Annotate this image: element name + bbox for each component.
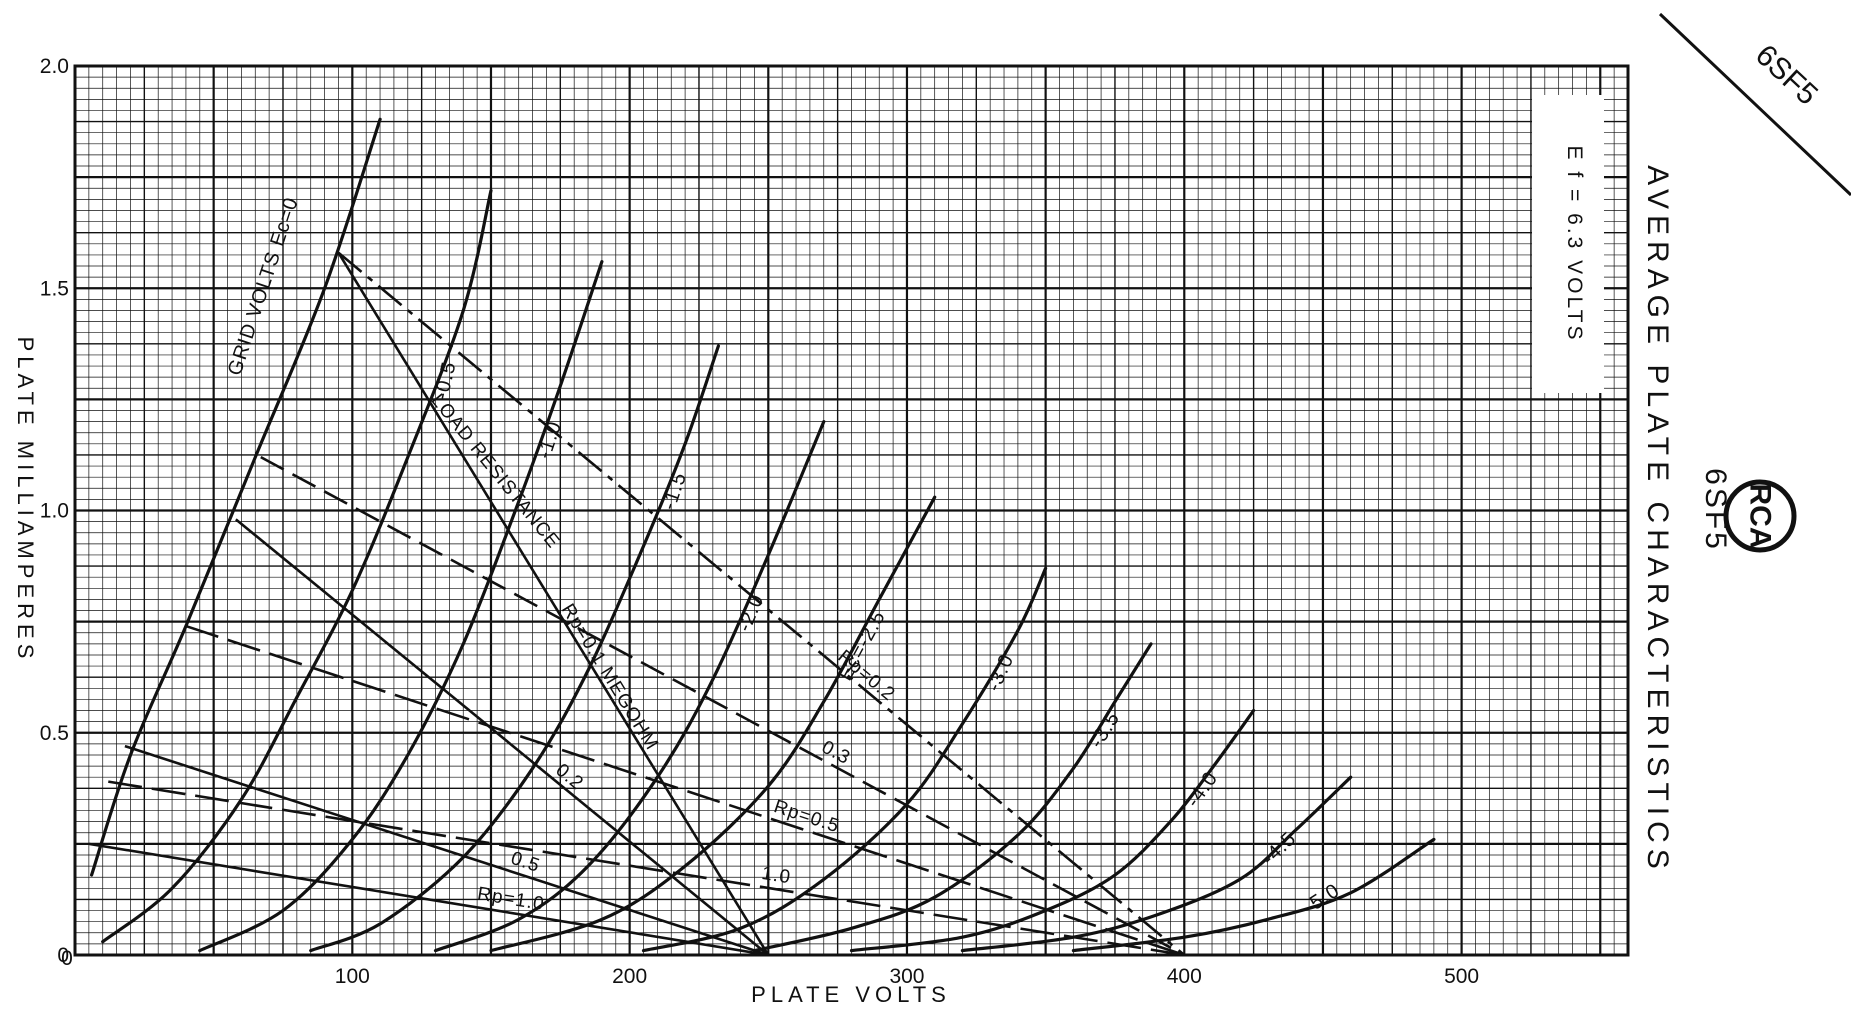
- plate-curve: [198, 260, 604, 953]
- load-line-label: 0.3: [818, 737, 854, 769]
- axis-ticks: 0 100 200 300 400 500 0 0.5 1.0 1.5 2.0: [40, 55, 1479, 988]
- y-tick-label: 1.0: [40, 500, 69, 523]
- plate-curve: [960, 775, 1353, 953]
- plate-curve: [849, 708, 1256, 953]
- load-line: [88, 842, 769, 957]
- grid-voltage-label: -3.5: [1086, 708, 1125, 752]
- grid-voltage-label: GRID VOLTS Ec=0: [224, 194, 303, 378]
- heater-note: E f = 6.3 VOLTS: [1563, 146, 1586, 343]
- plate-curve: [90, 117, 382, 877]
- rca-logo-text: RCA: [1744, 484, 1777, 549]
- plate-curve: [309, 344, 720, 953]
- plate-curve: [101, 188, 493, 944]
- x-tick-label: 400: [1167, 965, 1202, 988]
- y-tick-label: 0: [57, 944, 69, 967]
- corner-diagonal: [1658, 12, 1851, 197]
- rca-logo: RCA: [1723, 479, 1797, 553]
- grid-voltage-label: -1.5: [658, 469, 691, 513]
- load-lines: [88, 251, 1186, 957]
- chart-title: AVERAGE PLATE CHARACTERISTICS: [1641, 165, 1674, 875]
- heater-note-box: [1532, 95, 1604, 393]
- load-line-label: 1.0: [760, 863, 792, 888]
- y-tick-label: 2.0: [40, 55, 69, 78]
- plate-curve: [752, 642, 1153, 953]
- plate-curves: [90, 117, 1436, 953]
- y-tick-label: 1.5: [40, 277, 69, 300]
- grid-voltage-label: -5.0: [1300, 879, 1344, 918]
- x-tick-label: 200: [612, 965, 647, 988]
- x-tick-label: 100: [335, 965, 370, 988]
- grid: [73, 64, 1630, 957]
- grid-voltage-label: -4.0: [1182, 767, 1222, 811]
- x-tick-label: 500: [1444, 965, 1479, 988]
- load-line: [260, 456, 1185, 957]
- grid-voltage-label: -4.5: [1258, 827, 1301, 870]
- plate-curve: [1071, 837, 1436, 953]
- plate-curve: [641, 566, 1048, 953]
- grid-voltage-label: -2.0: [733, 591, 768, 635]
- load-line: [124, 744, 769, 957]
- plate-curve: [433, 420, 826, 953]
- load-line: [337, 251, 1186, 957]
- load-resistance-annotation: LOAD RESISTANCE: [427, 390, 564, 552]
- plate-curve: [489, 495, 937, 953]
- y-axis-title: PLATE MILLIAMPERES: [13, 337, 38, 664]
- corner-tube-type: 6SF5: [1749, 39, 1824, 112]
- x-tick-label: 300: [889, 965, 924, 988]
- curve-labels: GRID VOLTS Ec=0-0.5-1.0-1.5-2.0 Ec=-2.5 -3…: [224, 194, 1344, 918]
- x-axis-title: PLATE VOLTS: [751, 982, 951, 1007]
- load-line-label: 0.2: [551, 760, 587, 795]
- x-tick-label: 0: [61, 947, 73, 970]
- load-line: [337, 252, 770, 956]
- y-tick-label: 0.5: [40, 722, 69, 745]
- load-line-label: Rp=0.5: [771, 796, 842, 837]
- load-line: [235, 518, 770, 957]
